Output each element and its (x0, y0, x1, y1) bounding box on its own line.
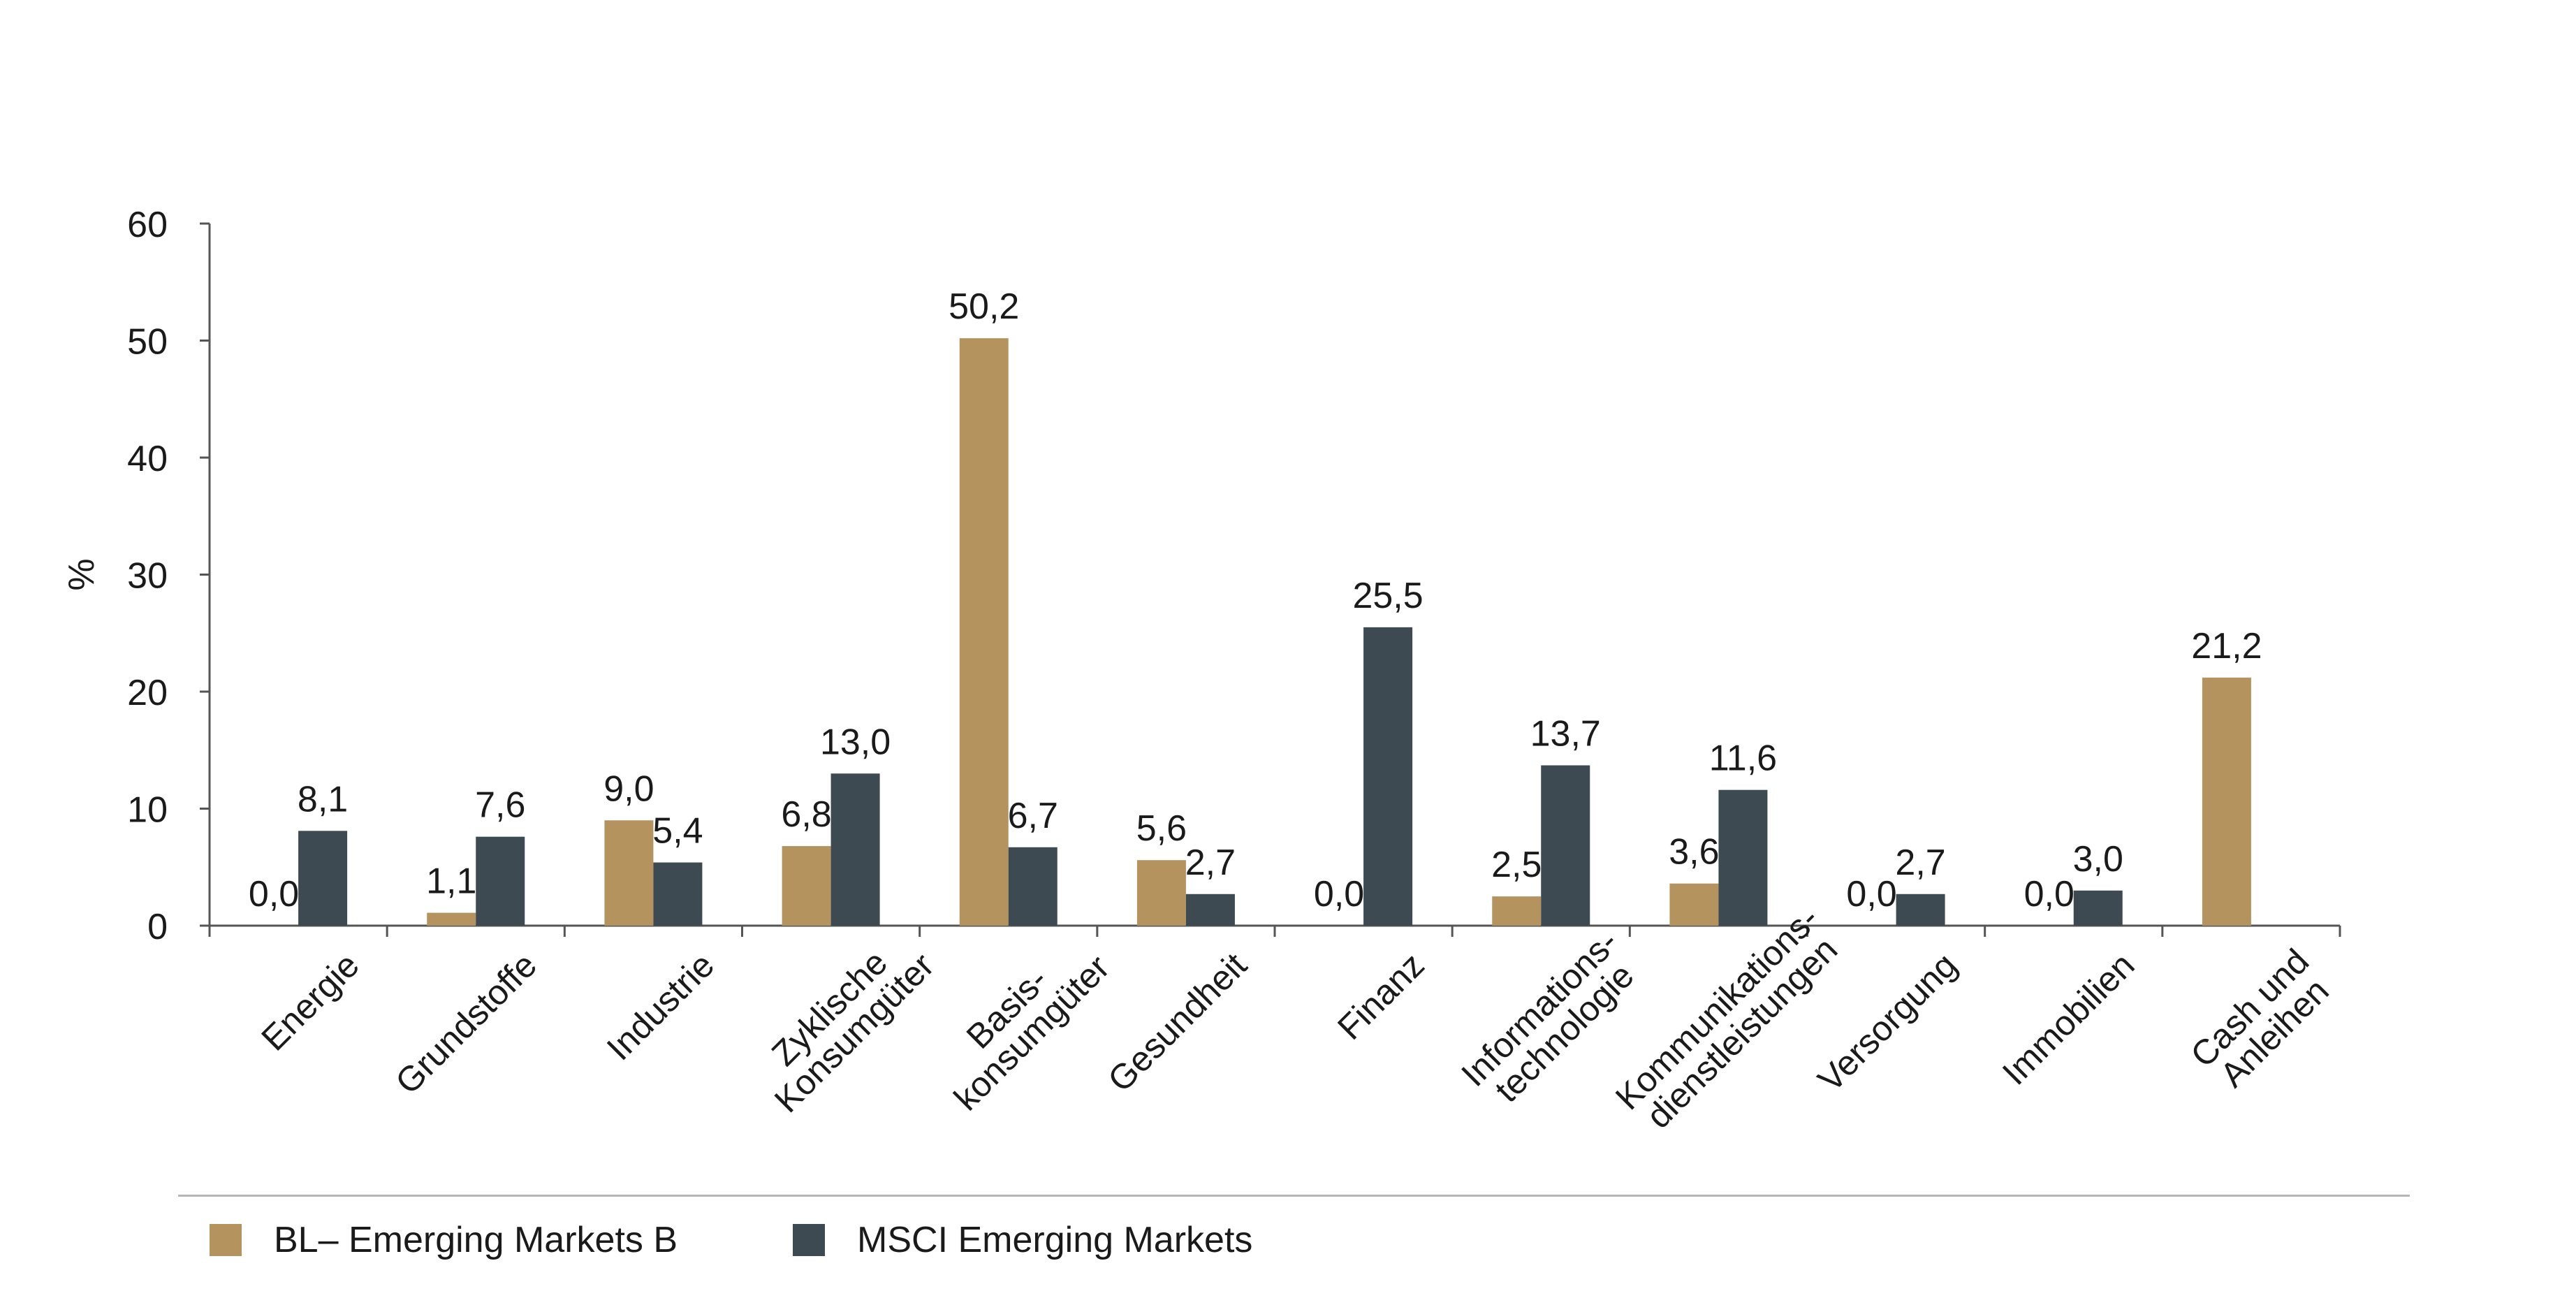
value-label-msci: 3,0 (2073, 839, 2123, 880)
legend-item-msci: MSCI Emerging Markets (793, 1219, 1252, 1261)
bar-bl (427, 912, 476, 926)
bar-msci (1363, 627, 1413, 926)
legend-label-bl: BL– Emerging Markets B (274, 1220, 678, 1260)
value-label-msci: 13,0 (820, 722, 891, 762)
x-tick-label: Gesundheit (1100, 945, 1254, 1100)
bar-msci (476, 836, 525, 926)
bar-bl (1669, 883, 1719, 926)
y-tick-label: 30 (127, 556, 168, 597)
x-tick-label: Energie (254, 945, 366, 1058)
value-label-msci: 7,6 (475, 785, 525, 826)
bar-bl (1136, 860, 1186, 926)
value-label-bl: 0,0 (1846, 874, 1896, 914)
value-label-bl: 9,0 (603, 768, 654, 809)
value-label-bl: 0,0 (1314, 874, 1364, 914)
legend-swatch-bl (210, 1224, 242, 1256)
bar-msci (1541, 765, 1590, 926)
bar-msci (1008, 847, 1058, 926)
y-tick-label: 50 (127, 322, 168, 363)
y-axis-label: % (61, 558, 102, 590)
bar-bl (1492, 896, 1542, 926)
bar-msci (1185, 894, 1235, 926)
y-tick-label: 0 (147, 907, 168, 947)
x-tick-label: Cash undAnleihen (2183, 942, 2341, 1100)
bar-msci (2073, 890, 2123, 926)
value-label-bl: 3,6 (1669, 832, 1719, 873)
value-label-bl: 1,1 (426, 861, 476, 902)
bar-msci (653, 862, 703, 926)
bar-msci (1896, 894, 1945, 926)
bar-msci (830, 773, 880, 926)
x-tick-label: Basis-konsumgüter (922, 923, 1117, 1118)
value-label-msci: 11,6 (1709, 738, 1777, 779)
x-tick-label-line: Finanz (1330, 945, 1432, 1047)
y-tick-label: 20 (127, 673, 168, 713)
legend-item-bl: BL– Emerging Markets B (210, 1219, 678, 1261)
value-label-msci: 6,7 (1008, 796, 1058, 836)
y-tick-label: 10 (127, 790, 168, 831)
value-label-bl: 21,2 (2191, 626, 2262, 666)
x-tick-label: Finanz (1330, 945, 1432, 1047)
bar-chart: 0 10 20 30 40 50 60% 0,0 8,1 Energie 1,1 7,6 Grundst… (61, 205, 2341, 1142)
x-tick-label-line: Grundstoffe (388, 945, 544, 1102)
legend-divider (178, 1195, 2410, 1197)
bar-bl (2202, 677, 2251, 926)
x-tick-label: Industrie (599, 945, 722, 1067)
y-tick-label: 60 (127, 205, 168, 245)
value-label-msci: 2,7 (1185, 843, 1236, 883)
value-label-bl: 50,2 (949, 286, 1019, 327)
x-tick-label: ZyklischeKonsumgüter (742, 921, 942, 1120)
value-label-msci: 13,7 (1530, 714, 1601, 754)
value-label-bl: 6,8 (781, 794, 831, 835)
bar-bl (782, 846, 831, 926)
x-tick-label: Kommunikations-dienstleistungen (1608, 899, 1851, 1142)
value-label-bl: 2,5 (1491, 845, 1542, 885)
bar-bl (604, 820, 654, 926)
x-tick-label-line: Industrie (599, 945, 722, 1067)
value-label-bl: 5,6 (1136, 808, 1187, 849)
y-tick-label: 40 (127, 439, 168, 479)
legend-label-msci: MSCI Emerging Markets (857, 1220, 1253, 1260)
x-tick-label-line: Immobilien (1995, 945, 2142, 1093)
value-label-msci: 2,7 (1895, 843, 1945, 883)
bar-msci (1718, 789, 1768, 926)
value-label-bl: 0,0 (249, 874, 299, 914)
x-tick-label-line: Energie (254, 945, 366, 1058)
value-label-bl: 0,0 (2024, 874, 2074, 914)
value-label-msci: 5,4 (652, 811, 703, 852)
value-label-msci: 25,5 (1352, 576, 1423, 616)
x-tick-label: Immobilien (1995, 945, 2142, 1093)
legend-swatch-msci (793, 1224, 826, 1256)
x-tick-label-line: Gesundheit (1100, 945, 1254, 1100)
bar-bl (959, 338, 1009, 926)
legend: BL– Emerging Markets B MSCI Emerging Mar… (210, 1219, 1368, 1261)
value-label-msci: 8,1 (298, 779, 348, 819)
x-tick-label: Grundstoffe (388, 945, 544, 1102)
bar-msci (298, 831, 348, 926)
